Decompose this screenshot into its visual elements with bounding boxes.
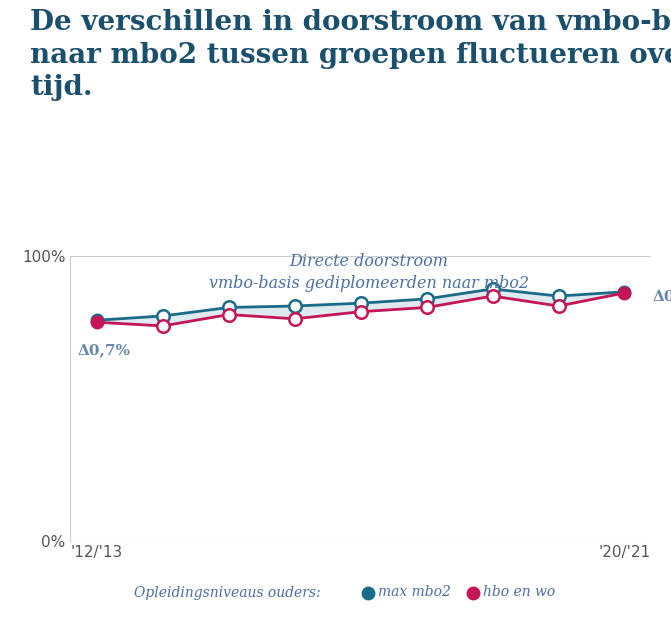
Text: Directe doorstroom
vmbo-basis gediplomeerden naar mbo2: Directe doorstroom vmbo-basis gediplomee… xyxy=(209,253,529,292)
Text: De verschillen in doorstroom van vmbo-basis
naar mbo2 tussen groepen fluctueren : De verschillen in doorstroom van vmbo-ba… xyxy=(30,9,671,101)
Text: Δ0,4%: Δ0,4% xyxy=(652,289,671,303)
Text: Δ0,7%: Δ0,7% xyxy=(77,344,130,357)
Text: Opleidingsniveaus ouders:: Opleidingsniveaus ouders: xyxy=(134,586,321,599)
Text: hbo en wo: hbo en wo xyxy=(483,586,556,599)
Text: max mbo2: max mbo2 xyxy=(378,586,451,599)
